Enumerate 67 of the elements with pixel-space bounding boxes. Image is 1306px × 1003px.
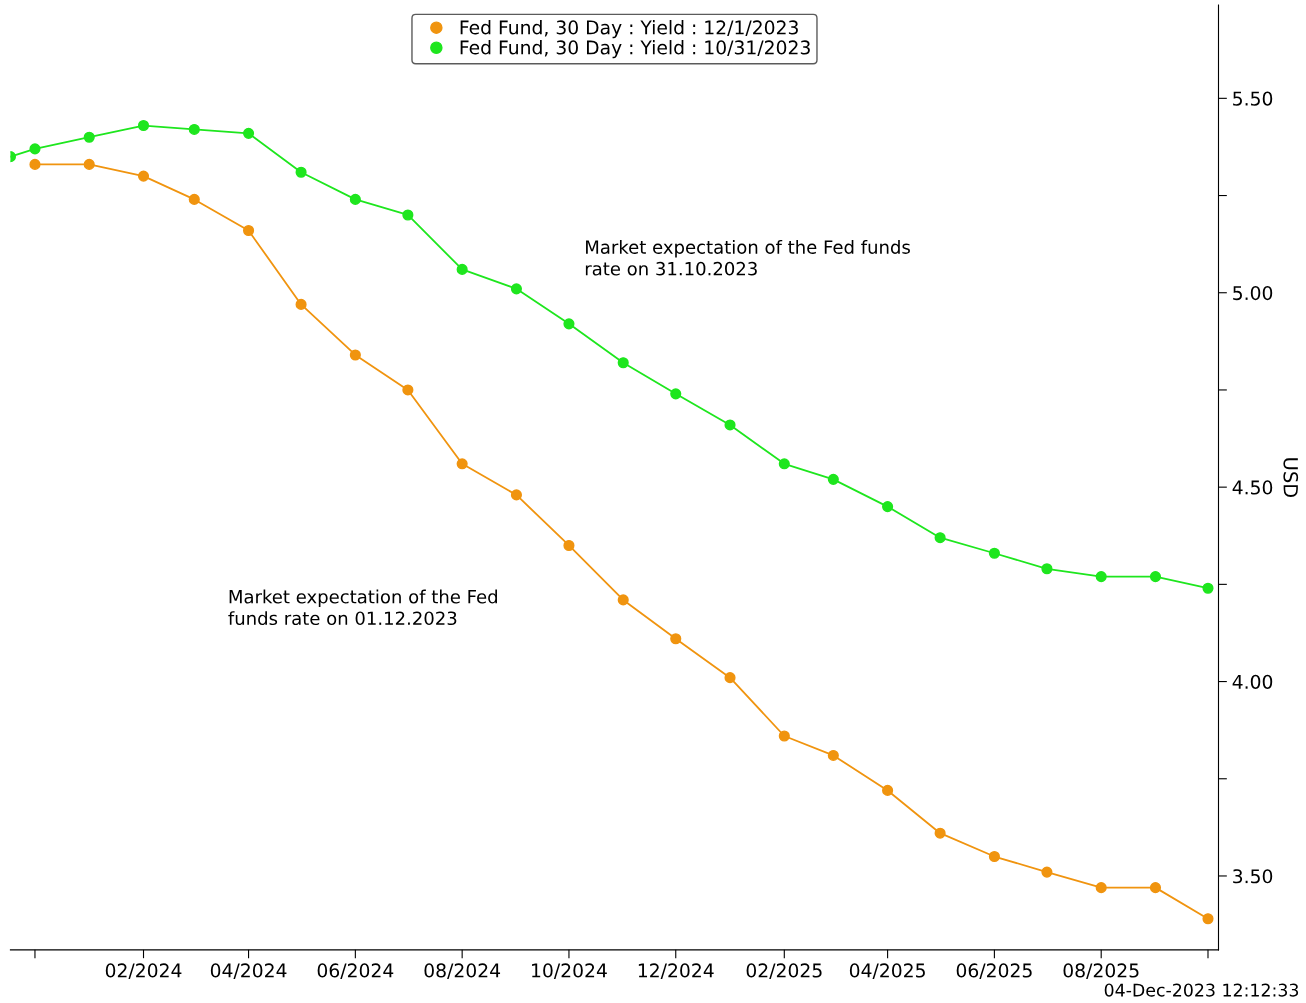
point	[243, 127, 255, 139]
point	[778, 730, 790, 742]
point	[349, 349, 361, 361]
point	[295, 166, 307, 178]
point	[563, 318, 575, 330]
point	[402, 209, 414, 221]
point	[988, 850, 1000, 863]
point	[510, 489, 522, 501]
point	[1202, 582, 1214, 594]
point	[1095, 571, 1107, 583]
x-tick-label: 02/2025	[746, 963, 822, 980]
annotation: Market expectation of the Fed funds rate on 31.10.2023	[585, 239, 910, 276]
x-tick-label: 04/2025	[849, 963, 925, 980]
point	[456, 458, 468, 470]
y-tick-label: 5.50	[1233, 91, 1273, 106]
y-axis-title: USD	[1283, 458, 1299, 498]
y-tick-label: 4.00	[1232, 674, 1273, 689]
point	[83, 131, 95, 143]
point	[137, 170, 150, 182]
point	[349, 193, 361, 205]
point	[988, 547, 1000, 559]
point	[137, 119, 150, 132]
point	[670, 388, 682, 400]
point	[188, 123, 200, 135]
point	[934, 827, 946, 839]
point	[510, 283, 522, 295]
point	[882, 784, 894, 796]
point	[563, 539, 575, 552]
point	[934, 532, 946, 544]
annotation: Market expectation of the Fed funds rate on 01.12.2023	[228, 589, 497, 626]
point	[778, 458, 790, 470]
x-tick-label: 12/2024	[638, 963, 714, 980]
y-tick-label: 3.50	[1233, 869, 1273, 884]
x-tick-label: 06/2025	[956, 963, 1032, 980]
point	[295, 298, 307, 310]
point	[724, 672, 736, 684]
legend-label: Fed Fund, 30 Day : Yield : 10/31/2023	[460, 40, 810, 59]
point	[1095, 882, 1107, 894]
x-tick-label: 02/2024	[105, 963, 182, 980]
point	[29, 158, 41, 170]
point	[1041, 563, 1053, 575]
x-tick-label: 04/2024	[210, 963, 287, 980]
point	[456, 263, 468, 275]
point	[83, 158, 95, 170]
point	[882, 501, 894, 513]
y-tick-label: 4.50	[1232, 480, 1273, 495]
point	[1202, 913, 1214, 925]
point	[617, 357, 629, 369]
x-tick-label: 10/2024	[532, 963, 607, 980]
point	[827, 749, 839, 761]
point	[827, 473, 839, 485]
point	[670, 633, 682, 645]
point	[1149, 571, 1162, 583]
point	[1041, 866, 1053, 878]
x-tick-label: 06/2024	[317, 963, 394, 980]
point	[617, 594, 629, 606]
y-tick-label: 5.00	[1233, 285, 1273, 301]
x-tick-label: 08/2025	[1063, 963, 1139, 980]
point	[1149, 882, 1162, 894]
point	[724, 419, 736, 431]
point	[29, 143, 41, 155]
legend-label: Fed Fund, 30 Day : Yield : 12/1/2023	[460, 20, 798, 39]
x-tick-label: 08/2024	[424, 963, 501, 980]
point	[188, 193, 200, 205]
text: 04-Dec-2023 12:12:33	[1104, 983, 1299, 997]
point	[243, 224, 255, 237]
point	[402, 384, 414, 396]
